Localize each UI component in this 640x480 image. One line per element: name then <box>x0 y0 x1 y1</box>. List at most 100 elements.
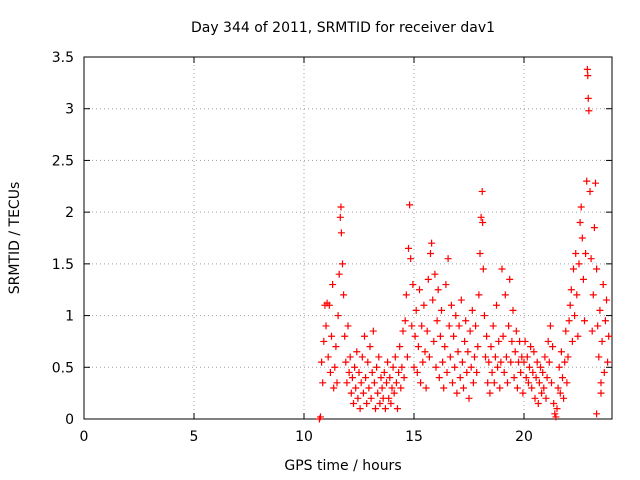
data-point <box>544 337 552 345</box>
data-point <box>486 389 494 397</box>
data-point <box>350 399 357 407</box>
data-point <box>565 317 573 325</box>
data-point <box>410 363 418 371</box>
data-point <box>582 250 590 258</box>
data-point <box>465 394 473 402</box>
data-point <box>584 94 592 102</box>
data-point <box>417 379 425 387</box>
data-point <box>447 301 455 309</box>
data-point <box>500 368 508 376</box>
data-point <box>328 332 335 340</box>
data-point <box>512 327 520 335</box>
data-point <box>475 291 483 299</box>
tick-layer: 0 5 10 15 20 0 0.5 1 1.5 2 2.5 3 3.5 <box>52 50 612 445</box>
data-point <box>373 363 381 371</box>
data-point <box>487 343 495 351</box>
data-point <box>416 286 423 294</box>
data-point <box>344 322 352 330</box>
data-point <box>392 379 400 387</box>
data-point <box>450 332 458 340</box>
data-point <box>458 358 466 366</box>
data-point <box>357 379 365 387</box>
data-point <box>478 187 486 195</box>
data-points <box>315 65 613 423</box>
data-point <box>548 379 555 387</box>
data-point <box>598 337 606 345</box>
data-point <box>570 265 577 273</box>
data-point <box>495 337 503 345</box>
data-point <box>491 353 499 361</box>
data-point <box>513 384 521 392</box>
data-point <box>451 363 459 371</box>
data-point <box>431 270 439 278</box>
data-point <box>428 239 436 247</box>
data-point <box>400 374 408 382</box>
data-point <box>585 107 593 115</box>
data-point <box>325 301 333 309</box>
data-point <box>427 250 434 258</box>
data-point <box>394 405 401 413</box>
data-point <box>604 358 612 366</box>
data-point <box>406 201 414 209</box>
data-point <box>583 65 591 73</box>
data-point <box>576 218 584 226</box>
data-point <box>550 399 558 407</box>
data-point <box>573 291 581 299</box>
data-point <box>509 306 517 314</box>
data-point <box>348 374 356 382</box>
data-point <box>577 203 585 211</box>
data-point <box>399 327 407 335</box>
data-point <box>432 363 440 371</box>
data-point <box>424 275 432 283</box>
data-point <box>520 358 528 366</box>
data-point <box>375 353 383 361</box>
data-point <box>374 389 382 397</box>
data-point <box>584 72 592 80</box>
data-point <box>443 368 451 376</box>
data-point <box>511 348 519 356</box>
data-point <box>358 353 366 361</box>
data-point <box>461 337 469 345</box>
data-point <box>364 358 372 366</box>
data-point <box>593 410 601 418</box>
data-point <box>396 343 404 351</box>
data-point <box>543 374 551 382</box>
data-point <box>345 368 353 376</box>
y-tick-label: 0 <box>65 412 74 428</box>
data-point <box>496 384 504 392</box>
data-point <box>395 368 403 376</box>
data-point <box>341 332 349 340</box>
data-point <box>579 275 587 283</box>
data-point <box>485 358 493 366</box>
data-point <box>385 394 393 402</box>
data-point <box>498 265 506 273</box>
data-point <box>430 337 438 345</box>
data-point <box>526 363 533 371</box>
data-point <box>519 389 527 397</box>
data-point <box>378 384 386 392</box>
data-point <box>549 343 557 351</box>
chart-title: Day 344 of 2011, SRMTID for receiver dav… <box>191 20 495 36</box>
data-point <box>472 322 480 330</box>
data-point <box>471 353 478 361</box>
data-point <box>527 343 535 351</box>
data-point <box>517 368 525 376</box>
data-point <box>425 353 433 361</box>
data-point <box>457 296 465 304</box>
data-point <box>433 317 441 325</box>
y-tick-label: 1 <box>65 309 74 325</box>
y-tick-label: 3.5 <box>52 50 74 66</box>
data-point <box>466 327 474 335</box>
data-point <box>539 368 547 376</box>
data-point <box>414 343 422 351</box>
data-point <box>535 379 543 387</box>
data-point <box>600 368 608 376</box>
y-tick-label: 2.5 <box>52 153 74 169</box>
data-point <box>352 384 360 392</box>
data-point <box>463 368 471 376</box>
data-point <box>561 358 569 366</box>
y-tick-label: 0.5 <box>52 360 74 376</box>
data-point <box>497 358 505 366</box>
data-point <box>588 327 596 335</box>
data-point <box>320 337 328 345</box>
